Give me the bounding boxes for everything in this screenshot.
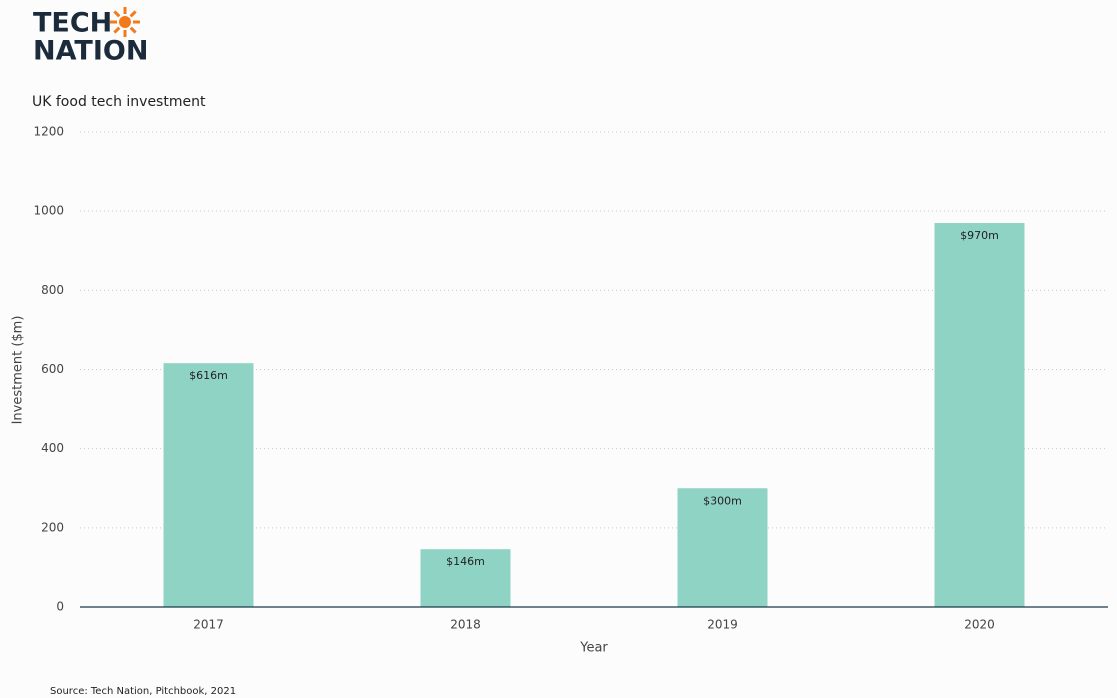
y-tick-label: 400 bbox=[41, 441, 64, 455]
y-tick-label: 0 bbox=[56, 600, 64, 614]
bar bbox=[420, 549, 511, 607]
x-tick-label: 2017 bbox=[193, 618, 224, 632]
value-label: $146m bbox=[446, 555, 485, 568]
bar bbox=[163, 363, 254, 607]
x-axis-label: Year bbox=[579, 641, 608, 656]
x-tick-label: 2020 bbox=[964, 618, 995, 632]
bar bbox=[934, 223, 1025, 607]
logo: TECH NATION bbox=[33, 7, 148, 67]
x-tick-label: 2019 bbox=[707, 618, 738, 632]
value-label: $970m bbox=[960, 229, 999, 242]
logo-text: NATION bbox=[33, 36, 148, 67]
chart-title: UK food tech investment bbox=[32, 94, 206, 110]
logo-text: TECH bbox=[33, 8, 112, 39]
y-tick-label: 1200 bbox=[33, 125, 64, 139]
x-tick-label: 2018 bbox=[450, 618, 481, 632]
y-tick-label: 800 bbox=[41, 283, 64, 297]
source-note: Source: Tech Nation, Pitchbook, 2021 bbox=[50, 686, 236, 697]
y-tick-label: 1000 bbox=[33, 204, 64, 218]
value-label: $616m bbox=[189, 369, 228, 382]
y-tick-label: 600 bbox=[41, 362, 64, 376]
value-label: $300m bbox=[703, 494, 742, 507]
bar bbox=[677, 488, 768, 607]
y-tick-label: 200 bbox=[41, 520, 64, 534]
logo-sun bbox=[110, 7, 140, 37]
y-axis-label: Investment ($m) bbox=[11, 316, 26, 425]
